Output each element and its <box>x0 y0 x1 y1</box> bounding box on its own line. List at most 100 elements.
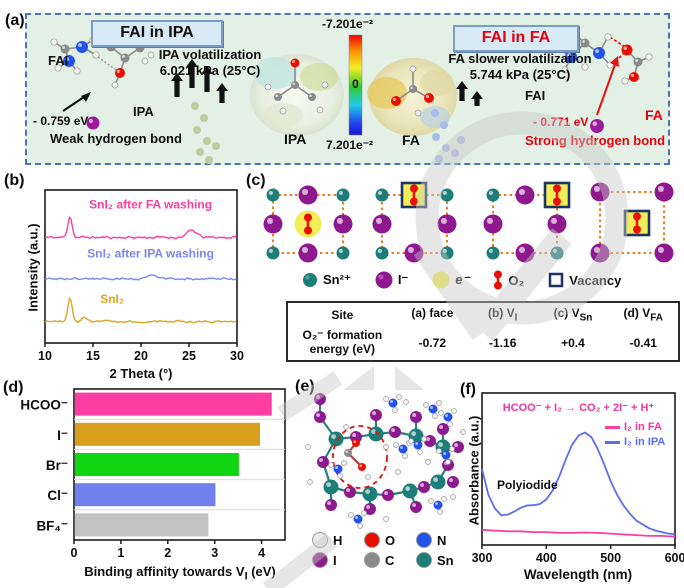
legend-i2-ipa: I₂ in IPA <box>605 436 665 448</box>
svg-text:4: 4 <box>258 546 265 560</box>
atom-legend-item: N <box>416 532 472 548</box>
panel-a: (a) FAI in IPA FAI in FA FAI IPA - 0.759… <box>0 0 684 168</box>
svg-text:400: 400 <box>536 551 557 565</box>
table-value-face: -0.72 <box>418 336 447 351</box>
xrd-series-label: SnI₂ after FA washing <box>89 197 212 211</box>
h-atom-icon <box>312 532 328 548</box>
panel-d: (d) HCOO⁻ I⁻ Br⁻ Cl⁻ BF₄⁻ 0 1 2 3 4 Binding affin… <box>0 372 300 588</box>
svg-text:30: 30 <box>230 349 244 363</box>
legend-electron: e⁻ <box>432 271 469 289</box>
legend-i: I⁻ <box>375 271 408 289</box>
fa-volatilization-line2: 5.744 kPa (25°C) <box>469 67 571 82</box>
bar-category-label: HCOO⁻ <box>20 398 68 413</box>
xrd-xlabel: 2 Theta (°) <box>109 366 173 381</box>
bar-2 <box>74 453 239 476</box>
legend-sn: Sn²⁺ <box>302 272 351 288</box>
colorbar-bottom-label: 7.201e⁻² <box>326 138 374 152</box>
svg-text:600: 600 <box>665 551 684 565</box>
absorbance-legend: I₂ in FA I₂ in IPA <box>605 421 665 448</box>
fa-volatilization-line1: FA slower volatilization <box>448 51 592 66</box>
bar-3 <box>74 483 216 507</box>
table-site-header: Site <box>331 307 354 322</box>
fa-line-marker <box>605 425 620 429</box>
panel-f-label: (f) <box>460 381 476 398</box>
panel-a-graphics <box>50 29 653 164</box>
absorbance-xlabel: Wavelength (nm) <box>523 567 633 582</box>
colorbar-zero-label: 0 <box>352 77 359 91</box>
weak-energy-label: - 0.759 eV <box>33 114 89 128</box>
panel-c: (c) Sn²⁺ I⁻ e⁻ O₂ Vacancy Site <box>240 170 684 375</box>
panel-d-label: (d) <box>3 379 24 396</box>
ipa-volatilization-line2: 6.021 kPa (25°C) <box>159 63 261 78</box>
bar-4 <box>74 513 209 537</box>
vacancy-icon <box>549 272 564 288</box>
polyiodide-annotation: Polyiodide <box>497 478 558 492</box>
panel-a-label: (a) <box>5 12 25 29</box>
atom-legend-item: C <box>364 552 416 568</box>
o-atom-icon <box>364 532 380 548</box>
xrd-chart: 10 15 20 25 30 SnI₂ after FA washing SnI₂ afte… <box>38 189 244 363</box>
esp-ipa-label: IPA <box>284 131 307 147</box>
svg-text:10: 10 <box>38 349 52 363</box>
panel-b-label: (b) <box>4 172 25 189</box>
atom-legend: H O N I C Sn <box>312 532 472 568</box>
panel-e: (e) H O N I C Sn <box>290 375 475 588</box>
binding-affinity-xlabel: Binding affinity towards VI (eV) <box>84 564 276 583</box>
absorbance-chart: 300 400 500 600 <box>472 392 684 565</box>
esp-fa-label: FA <box>402 132 420 148</box>
header-fai-in-ipa: FAI in IPA <box>91 20 223 47</box>
legend-i2-fa: I₂ in FA <box>605 421 665 433</box>
panel-e-label: (e) <box>295 378 315 395</box>
table-col-face: (a) face <box>411 306 454 320</box>
strong-energy-label: - 0.771 eV <box>533 115 589 129</box>
svg-text:25: 25 <box>182 349 196 363</box>
fa-right-label: FA <box>645 107 663 123</box>
atom-legend-item: Sn <box>416 552 472 568</box>
panel-c-label: (c) <box>246 172 266 189</box>
table-value-vi: -1.16 <box>489 336 517 351</box>
ipa-small-label: IPA <box>133 104 154 119</box>
bar-category-label: Br⁻ <box>46 458 68 473</box>
svg-text:500: 500 <box>600 551 621 565</box>
ipa-volatilization-line1: IPA volatilization <box>158 47 262 62</box>
atom-legend-item: H <box>312 532 364 548</box>
table-col-vfa: (d) VFA <box>623 306 663 324</box>
header-fai-in-fa: FAI in FA <box>453 25 579 52</box>
cluster-molecule <box>305 393 466 529</box>
lattice-legend: Sn²⁺ I⁻ e⁻ O₂ Vacancy <box>302 270 621 290</box>
formation-energy-table: Site (a) face (b) VI (c) VSn (d) VFA O₂⁻… <box>286 301 680 362</box>
sn-atom-icon <box>303 273 317 287</box>
atom-legend-item: O <box>364 532 416 548</box>
xrd-series-label: SnI₂ <box>100 292 124 306</box>
sn-atom-icon <box>416 552 432 568</box>
bar-category-label: BF₄⁻ <box>36 518 68 533</box>
ipa-line-marker <box>605 440 620 444</box>
svg-text:1: 1 <box>117 546 124 560</box>
xrd-ylabel: Intensity (a.u.) <box>25 223 41 312</box>
table-col-vsn: (c) VSn <box>553 306 593 324</box>
weak-bond-label: Weak hydrogen bond <box>50 131 182 146</box>
fai-right-label: FAI <box>525 88 546 103</box>
table-value-vfa: -0.41 <box>629 336 657 351</box>
absorbance-ylabel: Absorbance (a.u.) <box>466 415 482 526</box>
table-value-vsn: +0.4 <box>561 336 585 351</box>
legend-vacancy: Vacancy <box>548 272 621 288</box>
bar-category-label: Cl⁻ <box>47 488 68 503</box>
svg-text:0: 0 <box>71 546 78 560</box>
i-atom-icon <box>312 552 328 568</box>
colorbar-top-label: -7.201e⁻² <box>322 17 374 31</box>
panel-f: (f) 300 400 500 600 HCOO⁻ + I₂ → CO₂ + 2I⁻ … <box>455 375 684 588</box>
reaction-equation: HCOO⁻ + I₂ → CO₂ + 2I⁻ + H⁺ <box>502 402 655 414</box>
svg-text:20: 20 <box>134 349 148 363</box>
xrd-series-label: SnI₂ after IPA washing <box>87 246 214 260</box>
svg-text:15: 15 <box>86 349 100 363</box>
atom-legend-item: I <box>312 552 364 568</box>
table-col-vi: (b) VI <box>488 306 518 324</box>
legend-o2: O₂ <box>493 270 524 290</box>
bar-0 <box>74 392 272 416</box>
i-atom-icon <box>375 271 393 289</box>
fai-left-label: FAI <box>48 53 69 68</box>
electron-icon <box>432 271 450 289</box>
svg-text:300: 300 <box>472 551 493 565</box>
